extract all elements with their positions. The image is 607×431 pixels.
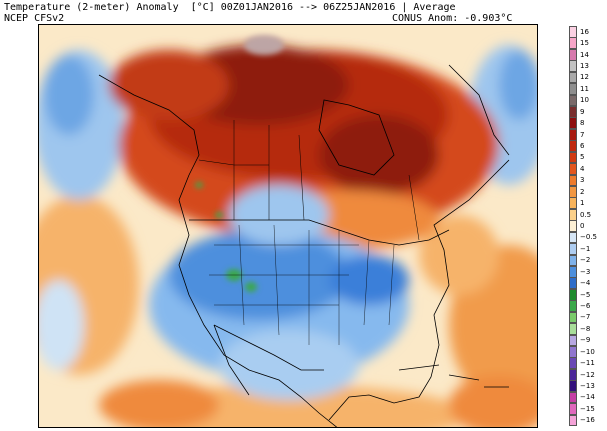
colorbar-label: 0 (580, 222, 585, 230)
north-america-coastline (178, 159, 510, 427)
colorbar-label: −3 (580, 267, 591, 276)
colorbar-swatch (569, 323, 577, 335)
colorbar-label: −7 (580, 313, 591, 322)
colorbar-swatch (569, 37, 577, 50)
colorbar-swatch (569, 140, 577, 152)
alaska-coastline (98, 74, 200, 176)
colorbar-swatch (569, 266, 577, 278)
colorbar-swatch (569, 26, 577, 38)
colorbar-label: 2 (580, 187, 585, 196)
colorbar-swatch (569, 163, 577, 175)
colorbar-swatch (569, 197, 577, 210)
colorbar-swatch (569, 128, 577, 141)
colorbar-label: 3 (580, 176, 585, 185)
colorbar-swatch (569, 311, 577, 324)
colorbar-label: −15 (580, 404, 595, 413)
colorbar-swatch (569, 414, 577, 427)
us-mexico-border (213, 324, 324, 371)
colorbar-label: −13 (580, 382, 595, 390)
colorbar-swatch (569, 254, 577, 267)
colorbar-swatch (569, 208, 577, 221)
baja (213, 324, 250, 396)
colorbar-label: 7 (580, 130, 585, 139)
colorbar-swatch (569, 174, 577, 187)
colorbar-swatch (569, 346, 577, 358)
anomaly-map-svg (39, 25, 537, 427)
colorbar-label: 0.5 (580, 210, 592, 219)
colorbar-swatch (569, 83, 577, 95)
us-states (209, 224, 395, 345)
colorbar-label: −12 (580, 370, 595, 379)
colorbar-label: 4 (580, 164, 585, 173)
colorbar-swatch (569, 186, 577, 198)
colorbar-label: −1 (580, 244, 591, 253)
colorbar-label: 9 (580, 107, 585, 116)
colorbar-swatch (569, 106, 577, 118)
colorbar-label: 14 (580, 50, 589, 59)
colorbar-label: 13 (580, 62, 589, 70)
colorbar-label: −9 (580, 336, 591, 345)
conus-anomaly-label: CONUS Anom: -0.903°C (392, 13, 513, 24)
colorbar-label: 10 (580, 96, 589, 105)
canada-provinces (198, 120, 420, 241)
colorbar-swatch (569, 243, 577, 255)
colorbar-label: −4 (580, 279, 591, 288)
colorbar-swatch (569, 220, 577, 232)
colorbar-label: −14 (580, 393, 595, 402)
colorbar-swatch (569, 71, 577, 84)
colorbar-label: −2 (580, 256, 591, 265)
colorbar-legend: 16 15 14 13 12 11 10 9 8 7 6 5 4 3 2 1 0.5 0 −0.5 −1 −2 −3 −4 −… (569, 24, 607, 428)
colorbar-label: −5 (580, 290, 591, 299)
colorbar-label: −8 (580, 324, 591, 333)
colorbar-label: −10 (580, 347, 595, 356)
colorbar-label: −11 (580, 359, 595, 368)
colorbar-label: −6 (580, 302, 591, 310)
map-title: Temperature (2-meter) Anomaly [°C] 00Z01… (4, 2, 456, 13)
colorbar-swatch (569, 288, 577, 301)
greenland-coast (448, 64, 510, 156)
colorbar-label: −0.5 (580, 233, 597, 242)
colorbar-swatch (569, 391, 577, 404)
colorbar-swatch (569, 334, 577, 347)
colorbar-label: 8 (580, 119, 585, 128)
colorbar-swatch (569, 380, 577, 392)
colorbar-swatch (569, 151, 577, 164)
model-label: NCEP CFSv2 (4, 13, 65, 24)
colorbar-label: 12 (580, 73, 589, 82)
anomaly-field (39, 45, 537, 427)
colorbar-swatch (569, 403, 577, 415)
caribbean-islands (398, 364, 509, 388)
map-borders (98, 64, 510, 427)
colorbar-swatch (569, 231, 577, 244)
colorbar-swatch (569, 48, 577, 61)
colorbar-label: 6 (580, 142, 585, 150)
colorbar-label: 11 (580, 84, 589, 93)
colorbar-swatch (569, 117, 577, 130)
colorbar-swatch (569, 277, 577, 290)
colorbar-swatch (569, 368, 577, 381)
anomaly-map (38, 24, 538, 428)
colorbar-label: 16 (580, 27, 589, 36)
colorbar-label: −16 (580, 416, 595, 425)
colorbar-label: 1 (580, 199, 585, 208)
colorbar-label: 5 (580, 153, 585, 162)
colorbar-swatch (569, 357, 577, 370)
colorbar-swatch (569, 300, 577, 312)
colorbar-label: 15 (580, 39, 589, 48)
colorbar-swatch (569, 94, 577, 107)
hudson-bay (318, 99, 395, 176)
colorbar-swatch (569, 60, 577, 72)
